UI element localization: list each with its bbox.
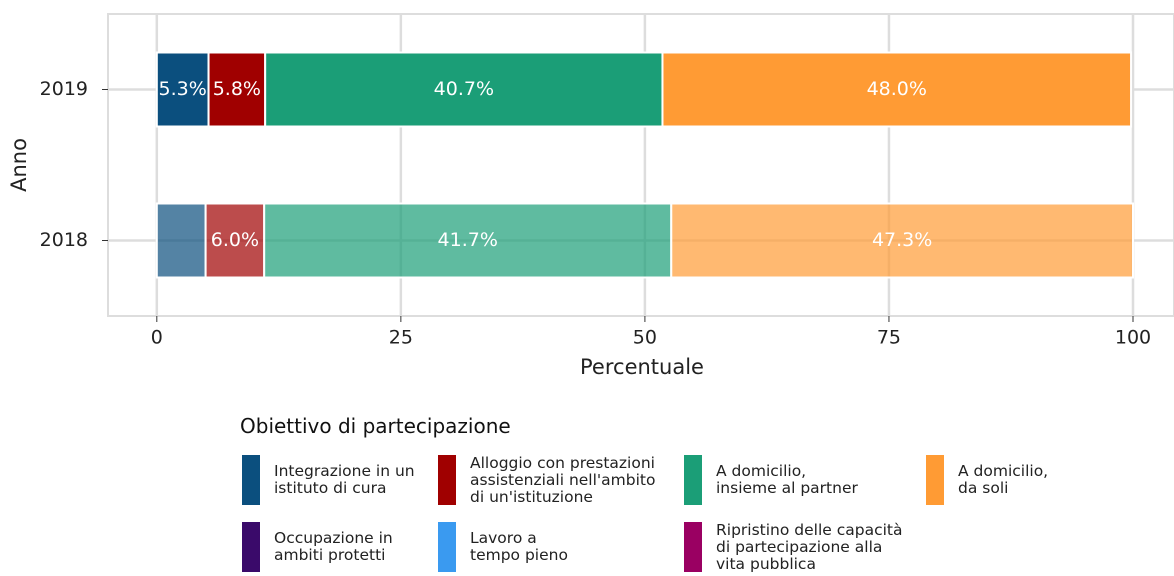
data-label: 48.0% [867,78,927,100]
legend-key [242,455,260,505]
legend-item: Integrazione in un istituto di cura [242,455,482,505]
legend-key [684,522,702,572]
legend-item: Lavoro a tempo pieno [438,522,678,572]
x-tick-label: 100 [1115,327,1151,349]
legend-item: Ripristino delle capacità di partecipazi… [684,520,924,573]
legend-label: A domicilio, insieme al partner [716,462,858,497]
legend-key [684,455,702,505]
legend-item: Alloggio con prestazioni assistenziali n… [438,453,678,506]
bar-segment [204,202,266,279]
data-label: 5.3% [159,78,207,100]
legend-item: Occupazione in ambiti protetti [242,522,482,572]
x-tick-label: 0 [151,327,163,349]
legend-item: A domicilio, insieme al partner [684,455,924,505]
legend-label: Integrazione in un istituto di cura [274,462,415,497]
legend-label: Lavoro a tempo pieno [470,529,568,564]
legend-label: A domicilio, da soli [958,462,1049,497]
plot-border [107,13,1174,317]
legend-label: Occupazione in ambiti protetti [274,529,393,564]
legend-key [242,522,260,572]
x-tick-label: 25 [389,327,413,349]
legend-item: A domicilio, da soli [926,455,1166,505]
data-label: 41.7% [438,229,498,251]
data-label: 5.8% [213,78,261,100]
chart: Percentuale Anno 0 25 50 75 100 2019 2018 5.3% 5… [7,13,1174,379]
data-label: 47.3% [872,229,932,251]
y-axis-title: Anno [7,138,31,192]
legend-label: Ripristino delle capacità di partecipazi… [716,520,903,573]
data-label: 6.0% [211,229,259,251]
legend-key [438,522,456,572]
legend-label: Alloggio con prestazioni assistenziali n… [470,453,656,506]
x-tick-label: 50 [633,327,657,349]
y-tick-label: 2018 [40,229,88,251]
data-label: 40.7% [434,78,494,100]
x-tick-label: 75 [877,327,901,349]
bar-segment [264,51,664,128]
legend-key [926,455,944,505]
bar-segment [661,51,1133,128]
bar-segment [155,202,207,279]
bar-segment [263,202,673,279]
bar-segment [670,202,1134,279]
bar-segment [155,51,210,128]
legend-title: Obiettivo di partecipazione [240,414,511,438]
legend-key [438,455,456,505]
y-tick-label: 2019 [40,78,88,100]
x-axis-title: Percentuale [580,355,704,379]
